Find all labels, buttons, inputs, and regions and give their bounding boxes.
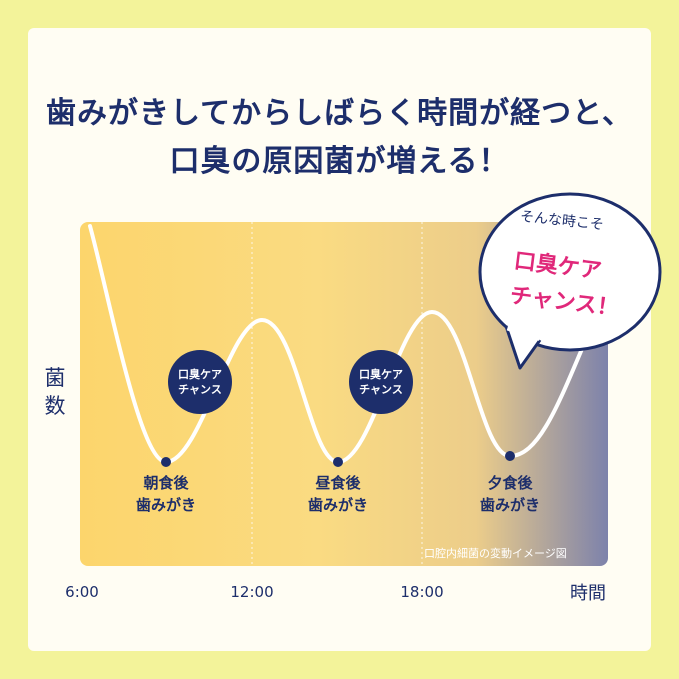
marker-dot-3 — [505, 451, 515, 461]
x-tick-0600: 6:00 — [65, 583, 99, 601]
x-axis-label: 時間 — [570, 583, 606, 604]
plot-area — [80, 222, 608, 566]
marker-label-dinner-line-1: 夕食後 — [487, 474, 533, 492]
chart-caption: 口腔内細菌の変動イメージ図 — [424, 547, 567, 560]
badge-2-line-2: チャンス — [359, 383, 403, 396]
speech-bubble-tail-cover — [506, 317, 544, 341]
care-chance-badge-2: 口臭ケア チャンス — [349, 350, 413, 414]
marker-label-breakfast-line-2: 歯みがき — [135, 496, 196, 514]
marker-dot-1 — [161, 457, 171, 467]
marker-label-lunch: 昼食後 歯みがき — [278, 472, 398, 516]
marker-label-breakfast-line-1: 朝食後 — [143, 474, 189, 492]
marker-label-dinner-line-2: 歯みがき — [479, 496, 540, 514]
badge-2-line-1: 口臭ケア — [359, 368, 403, 381]
marker-label-dinner: 夕食後 歯みがき — [450, 472, 570, 516]
headline-line-2: 口臭の原因菌が増える！ — [169, 144, 510, 179]
marker-dot-2 — [333, 457, 343, 467]
marker-label-lunch-line-2: 歯みがき — [307, 496, 368, 514]
x-tick-1800: 18:00 — [400, 583, 444, 601]
x-tick-1200: 12:00 — [230, 583, 274, 601]
speech-bubble — [478, 192, 662, 352]
badge-1-line-2: チャンス — [178, 383, 222, 396]
badge-1-line-1: 口臭ケア — [178, 368, 222, 381]
y-axis-label: 菌数 — [44, 366, 66, 418]
care-chance-badge-1: 口臭ケア チャンス — [168, 350, 232, 414]
marker-label-breakfast: 朝食後 歯みがき — [106, 472, 226, 516]
marker-label-lunch-line-1: 昼食後 — [315, 474, 361, 492]
headline-line-1: 歯みがきしてからしばらく時間が経つと、 — [46, 96, 633, 131]
